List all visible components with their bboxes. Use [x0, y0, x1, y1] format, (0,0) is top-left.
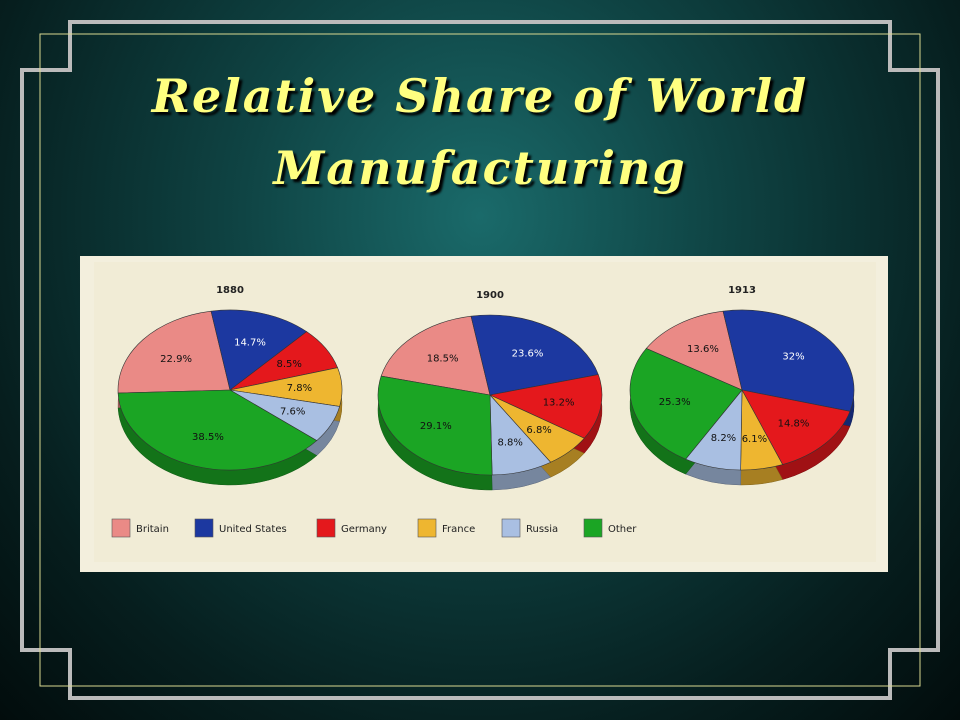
legend-label: Germany — [341, 524, 387, 535]
slice — [489, 374, 603, 439]
slice — [380, 315, 491, 396]
legend-label: Britain — [136, 524, 169, 535]
legend-label: Russia — [526, 524, 558, 535]
slice-label: 29.1% — [420, 421, 452, 432]
pie-title: 1913 — [728, 285, 756, 296]
legend-label: France — [442, 524, 475, 535]
slice — [210, 309, 308, 391]
pie-title: 1900 — [476, 290, 504, 301]
slice-label: 6.1% — [742, 434, 767, 445]
legend-swatch — [194, 518, 214, 538]
slice — [117, 310, 231, 394]
pie-title: 1880 — [216, 285, 244, 296]
slice-label: 38.5% — [192, 432, 224, 443]
slice-label: 8.2% — [711, 433, 736, 444]
slice-label: 7.6% — [280, 406, 305, 417]
legend-label: United States — [219, 524, 287, 535]
slice-label: 13.6% — [687, 344, 719, 355]
slice — [645, 310, 743, 391]
legend-swatch — [316, 518, 336, 538]
slice — [470, 314, 599, 396]
legend-swatch — [111, 518, 131, 538]
slice-label: 32% — [782, 352, 804, 363]
slice-label: 23.6% — [512, 348, 544, 359]
slice-label: 13.2% — [543, 398, 575, 409]
legend-swatch — [417, 518, 437, 538]
slice — [722, 309, 855, 412]
legend-swatch — [501, 518, 521, 538]
slice — [629, 348, 743, 460]
slice-label: 18.5% — [427, 354, 459, 365]
slice-label: 25.3% — [659, 397, 691, 408]
slice-label: 14.8% — [778, 418, 810, 429]
legend-label: Other — [608, 524, 637, 535]
slice — [117, 389, 318, 471]
slice — [741, 389, 851, 465]
slice-label: 8.8% — [498, 437, 523, 448]
inner-frame — [39, 33, 921, 687]
slice-label: 6.8% — [526, 425, 551, 436]
slice-label: 14.7% — [234, 337, 266, 348]
slice — [377, 375, 493, 476]
slice-label: 22.9% — [160, 354, 192, 365]
frame — [20, 20, 940, 700]
slice-label: 7.8% — [287, 383, 312, 394]
legend-swatch — [583, 518, 603, 538]
slice-label: 8.5% — [276, 359, 301, 370]
slide-title: Relative Share of World Manufacturing — [151, 69, 809, 195]
